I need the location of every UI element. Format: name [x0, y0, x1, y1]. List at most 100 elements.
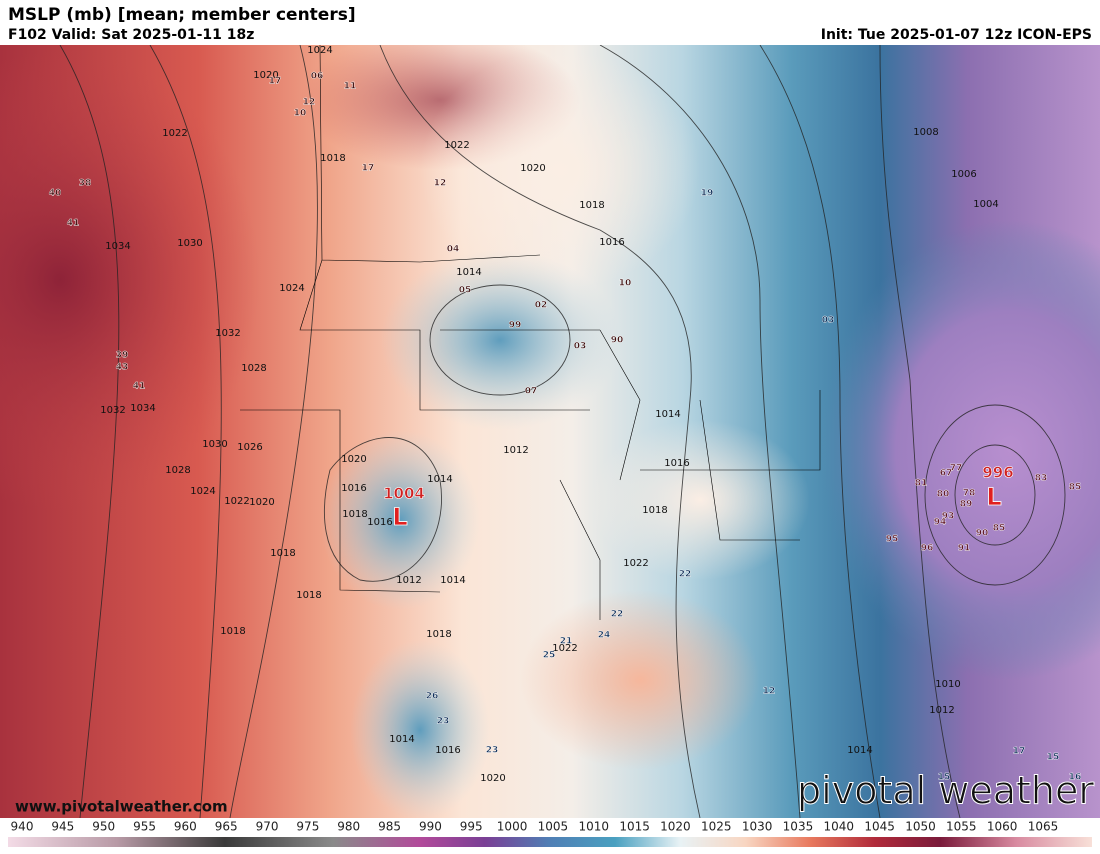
- member-label: 17: [269, 77, 282, 87]
- isobar-label: 1018: [320, 153, 345, 164]
- isobar-label: 1014: [655, 409, 680, 420]
- member-label: 80: [937, 490, 950, 500]
- member-label: 07: [525, 387, 538, 397]
- member-label: 85: [1069, 483, 1082, 493]
- isobar-label: 1022: [224, 496, 249, 507]
- member-label: 77: [950, 464, 963, 474]
- annotations: 1024102010221018102210201018101610141034…: [11, 45, 1082, 834]
- logo: pivotal weather: [797, 769, 1094, 813]
- map: [0, 45, 1100, 818]
- member-label: 89: [960, 500, 973, 510]
- member-label: 93: [942, 512, 955, 522]
- colorbar-tick-label: 1040: [824, 820, 855, 834]
- member-label: 41: [133, 382, 146, 392]
- member-label: 12: [763, 687, 776, 697]
- title: MSLP (mb) [mean; member centers]: [8, 5, 356, 25]
- isobar-label: 1030: [202, 439, 227, 450]
- isobar-label: 1018: [270, 548, 295, 559]
- member-label: 10: [619, 279, 632, 289]
- colorbar: [8, 837, 1092, 847]
- member-label: 95: [886, 535, 899, 545]
- member-label: 43: [116, 363, 129, 373]
- member-label: 90: [976, 529, 989, 539]
- member-label: 06: [311, 72, 324, 82]
- colorbar-tick-label: 995: [460, 820, 483, 834]
- member-label: 41: [67, 219, 80, 229]
- valid-time: F102 Valid: Sat 2025-01-11 18z: [8, 27, 254, 43]
- isobar-label: 1020: [253, 70, 278, 81]
- member-label: 26: [426, 692, 439, 702]
- member-label: 99: [509, 321, 522, 331]
- isobar-label: 1022: [162, 128, 187, 139]
- isobar-label: 1014: [440, 575, 465, 586]
- colorbar-tick-label: 1015: [619, 820, 650, 834]
- colorbar-tick-label: 955: [133, 820, 156, 834]
- center-symbol: L: [392, 503, 407, 531]
- member-label: 03: [574, 342, 587, 352]
- colorbar-tick-label: 1020: [660, 820, 691, 834]
- member-label: 85: [993, 524, 1006, 534]
- isobar-label: 1016: [599, 237, 624, 248]
- member-label: 24: [598, 631, 611, 641]
- isobar-label: 1020: [520, 163, 545, 174]
- member-label: 15: [938, 773, 951, 783]
- member-label: 23: [486, 746, 499, 756]
- center-symbol: L: [986, 483, 1001, 511]
- isobar-label: 1020: [480, 773, 505, 784]
- colorbar-tick-label: 940: [11, 820, 34, 834]
- member-label: 02: [535, 301, 548, 311]
- isobar-label: 1016: [664, 458, 689, 469]
- center-pressure: 1004: [383, 485, 425, 503]
- colorbar-tick-label: 1035: [783, 820, 814, 834]
- isobar-label: 1022: [552, 643, 577, 654]
- colorbar-tick-label: 1000: [497, 820, 528, 834]
- member-label: 17: [362, 164, 375, 174]
- member-label: 12: [434, 179, 447, 189]
- member-label: 10: [294, 109, 307, 119]
- isobar-label: 1014: [847, 745, 872, 756]
- member-label: 90: [611, 336, 624, 346]
- member-label: 96: [921, 544, 934, 554]
- center-pressure: 996: [982, 464, 1013, 482]
- isobar-label: 1016: [367, 517, 392, 528]
- member-label: 12: [303, 98, 316, 108]
- isobar-label: 1028: [241, 363, 266, 374]
- colorbar-tick-label: 945: [51, 820, 74, 834]
- member-label: 17: [1013, 747, 1026, 757]
- isobar-label: 1018: [220, 626, 245, 637]
- isobar-label: 1032: [215, 328, 240, 339]
- colorbar-tick-label: 1045: [864, 820, 895, 834]
- colorbar-tick-label: 990: [419, 820, 442, 834]
- isobar-label: 1018: [342, 509, 367, 520]
- colorbar-tick-label: 1010: [578, 820, 609, 834]
- colorbar-tick-label: 985: [378, 820, 401, 834]
- isobar-label: 1014: [427, 474, 452, 485]
- member-label: 21: [560, 637, 573, 647]
- isobar-label: 1018: [426, 629, 451, 640]
- isobar-label: 1030: [177, 238, 202, 249]
- isobar-label: 1024: [307, 45, 332, 56]
- colorbar-tick-label: 960: [174, 820, 197, 834]
- isobar-label: 1020: [249, 497, 274, 508]
- isobar-label: 1012: [503, 445, 528, 456]
- member-label: 78: [963, 489, 976, 499]
- colorbar-tick-label: 1065: [1028, 820, 1059, 834]
- colorbar-tick-label: 970: [256, 820, 279, 834]
- isobar-label: 1020: [341, 454, 366, 465]
- member-label: 16: [1069, 773, 1082, 783]
- isobar-label: 1018: [579, 200, 604, 211]
- isobar-label: 1014: [389, 734, 414, 745]
- member-label: 91: [958, 544, 971, 554]
- website: www.pivotalweather.com: [15, 798, 228, 816]
- colorbar-tick-label: 950: [92, 820, 115, 834]
- isobar-label: 1004: [973, 199, 998, 210]
- init-time: Init: Tue 2025-01-07 12z ICON-EPS: [821, 27, 1092, 43]
- isobar-label: 1022: [623, 558, 648, 569]
- isobar-label: 1010: [935, 679, 960, 690]
- member-label: 39: [116, 351, 129, 361]
- member-label: 83: [1035, 474, 1048, 484]
- colorbar-tick-label: 1025: [701, 820, 732, 834]
- isobar-label: 1022: [444, 140, 469, 151]
- isobar-label: 1006: [951, 169, 976, 180]
- member-label: 25: [543, 651, 556, 661]
